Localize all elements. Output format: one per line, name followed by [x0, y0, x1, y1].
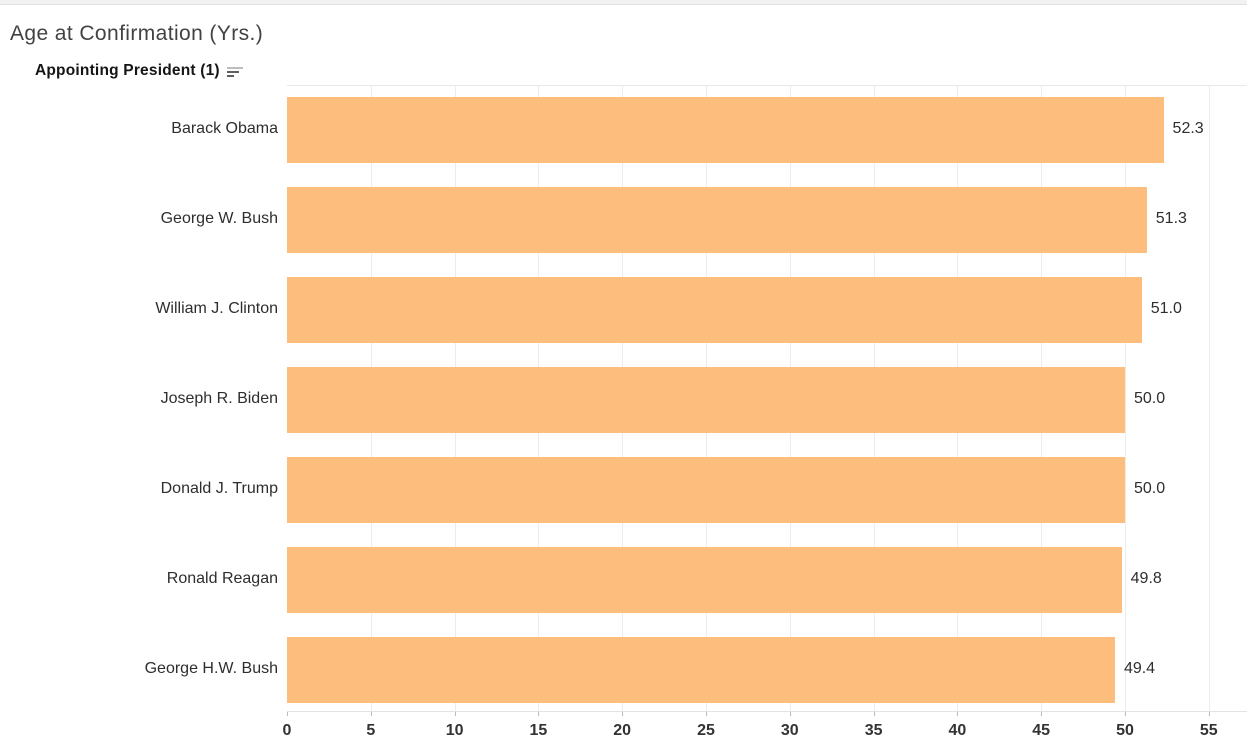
- x-axis-line: [287, 711, 1247, 712]
- value-label: 50.0: [1134, 390, 1166, 407]
- axis-tick-mark: [706, 711, 707, 716]
- gridline: [1125, 85, 1126, 711]
- category-label[interactable]: George H.W. Bush: [144, 660, 278, 677]
- axis-tick-mark: [1125, 711, 1126, 716]
- category-label[interactable]: Barack Obama: [171, 120, 278, 137]
- bar[interactable]: [287, 97, 1164, 163]
- axis-tick-mark: [287, 711, 288, 716]
- axis-tick-label: 40: [948, 722, 967, 739]
- bar[interactable]: [287, 547, 1122, 613]
- axis-tick-label: 30: [780, 722, 799, 739]
- axis-tick-label: 50: [1116, 722, 1134, 739]
- category-label[interactable]: William J. Clinton: [155, 300, 278, 317]
- category-label[interactable]: Joseph R. Biden: [160, 390, 278, 407]
- axis-tick-mark: [454, 711, 456, 716]
- axis-tick-label: 55: [1199, 722, 1218, 739]
- category-label[interactable]: Donald J. Trump: [160, 480, 278, 497]
- axis-tick-label: 20: [613, 722, 632, 739]
- value-label: 51.3: [1155, 210, 1187, 227]
- value-label: 50.0: [1134, 480, 1166, 497]
- row-field-header-label: Appointing President (1): [35, 62, 220, 79]
- value-label: 52.3: [1172, 120, 1204, 137]
- chart-title: Age at Confirmation (Yrs.): [10, 22, 264, 45]
- category-label[interactable]: George W. Bush: [160, 210, 278, 227]
- axis-tick-label: 45: [1032, 722, 1051, 739]
- axis-tick-mark: [789, 711, 791, 716]
- row-field-header: Appointing President (1): [35, 62, 243, 80]
- bar[interactable]: [287, 367, 1125, 433]
- value-label: 49.4: [1123, 660, 1156, 677]
- axis-tick-mark: [957, 711, 959, 716]
- bar[interactable]: [287, 187, 1147, 253]
- axis-tick-label: 0: [282, 722, 292, 739]
- axis-tick-label: 5: [366, 722, 376, 739]
- value-label: 51.0: [1150, 300, 1182, 317]
- bar[interactable]: [287, 277, 1142, 343]
- axis-tick-label: 35: [864, 722, 883, 739]
- value-label: 49.8: [1130, 570, 1162, 587]
- plot-top-border: [287, 85, 1247, 86]
- axis-tick-mark: [1041, 711, 1043, 716]
- sort-descending-icon[interactable]: [226, 65, 243, 77]
- axis-tick-mark: [1208, 711, 1210, 716]
- category-label[interactable]: Ronald Reagan: [166, 570, 278, 587]
- axis-tick-mark: [622, 711, 624, 716]
- axis-tick-mark: [538, 711, 540, 716]
- bar[interactable]: [287, 457, 1125, 523]
- axis-tick-mark: [873, 711, 875, 716]
- axis-tick-label: 15: [529, 722, 548, 739]
- top-edge-strip: [0, 0, 1247, 5]
- axis-tick-mark: [370, 711, 372, 716]
- axis-tick-label: 10: [445, 722, 464, 739]
- bar[interactable]: [287, 637, 1115, 703]
- axis-tick-label: 25: [697, 722, 715, 739]
- gridline: [1208, 85, 1210, 711]
